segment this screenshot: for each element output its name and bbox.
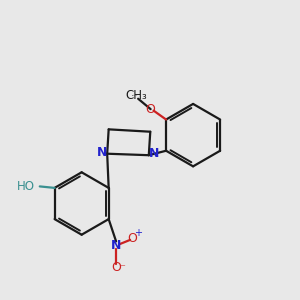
Text: HO: HO xyxy=(17,180,35,193)
Text: CH₃: CH₃ xyxy=(126,89,148,102)
Text: O: O xyxy=(146,103,156,116)
Text: N: N xyxy=(97,146,107,159)
Text: O: O xyxy=(111,261,121,274)
Text: +: + xyxy=(134,228,142,238)
Text: O: O xyxy=(128,232,137,245)
Text: methoxy: methoxy xyxy=(132,95,138,96)
Text: N: N xyxy=(111,239,121,252)
Text: ⁻: ⁻ xyxy=(119,264,125,274)
Text: N: N xyxy=(149,147,159,160)
